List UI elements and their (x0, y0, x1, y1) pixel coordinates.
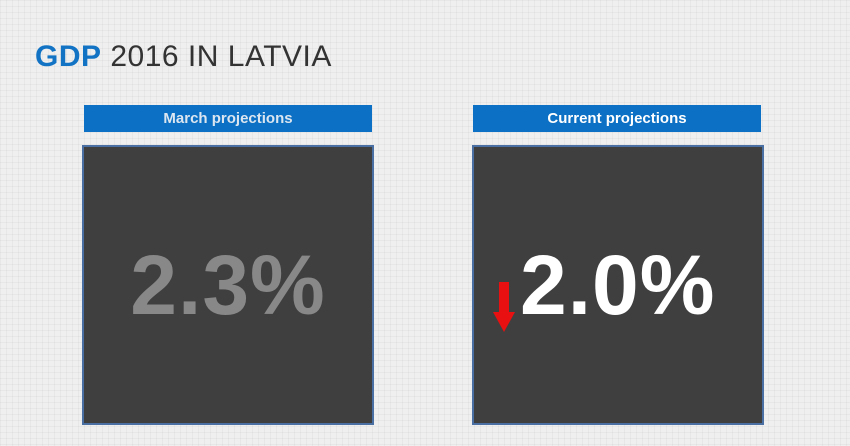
march-projections-header: March projections (84, 105, 372, 132)
title-accent: GDP (35, 40, 102, 73)
page-title: GDP 2016 IN LATVIA (35, 40, 332, 74)
current-projections-panel: 2.0% (472, 145, 764, 425)
down-arrow-icon (493, 282, 515, 332)
title-rest: 2016 IN LATVIA (101, 40, 332, 73)
march-projections-panel: 2.3% (82, 145, 374, 425)
march-projection-value: 2.3% (130, 238, 326, 332)
current-projections-header: Current projections (473, 105, 761, 132)
current-projection-value: 2.0% (520, 238, 716, 332)
